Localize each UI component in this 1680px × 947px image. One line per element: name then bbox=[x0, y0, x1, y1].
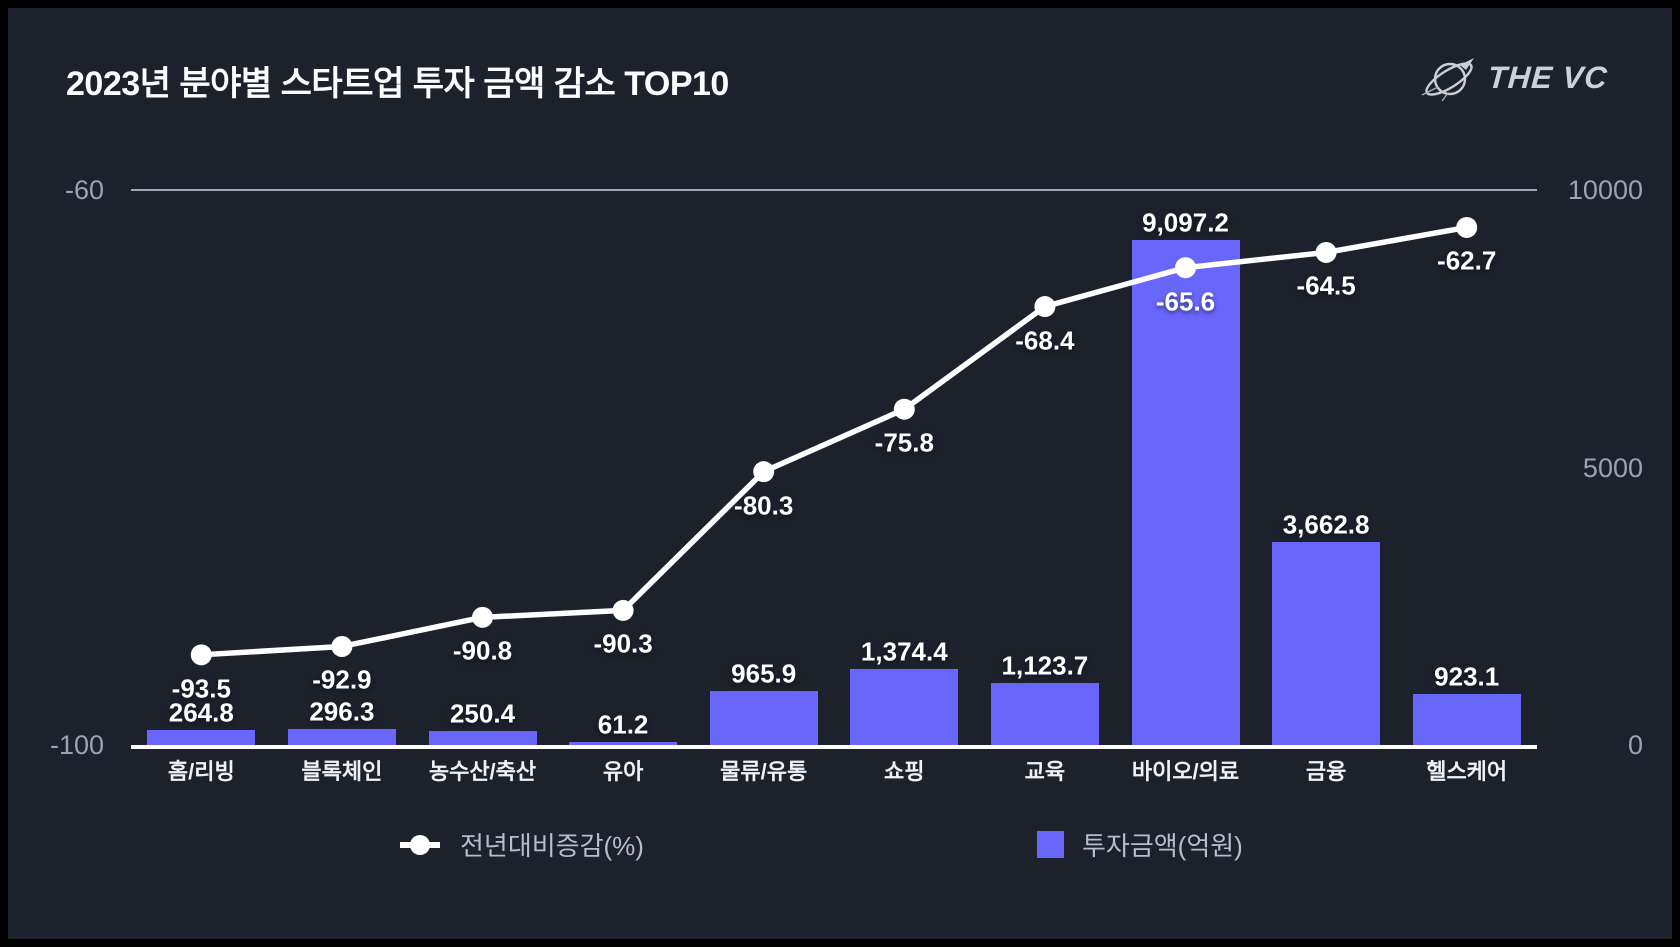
category-label-3: 유아 bbox=[602, 759, 644, 784]
line-point-1 bbox=[331, 635, 353, 657]
bar-3 bbox=[569, 741, 678, 745]
legend-item-bar: 투자금액(억원) bbox=[1037, 826, 1243, 863]
amt-label-4: 965.9 bbox=[731, 658, 797, 689]
line-point-3 bbox=[612, 599, 634, 621]
legend-item-line: 전년대비증감(%) bbox=[398, 826, 644, 863]
thevc-logo: THE VC bbox=[1420, 50, 1609, 106]
category-label-1: 블록체인 bbox=[301, 759, 383, 784]
category-label-4: 물류/유통 bbox=[720, 759, 808, 784]
right-axis-tick-1: 5000 bbox=[1582, 452, 1643, 483]
left-axis-tick-0: -60 bbox=[64, 175, 104, 205]
category-label-2: 농수산/축산 bbox=[428, 759, 537, 784]
pct-label-9: -62.7 bbox=[1437, 245, 1497, 276]
pct-label-4: -80.3 bbox=[734, 490, 794, 521]
pct-label-5: -75.8 bbox=[874, 427, 934, 458]
line-point-9 bbox=[1456, 216, 1478, 238]
amt-label-0: 264.8 bbox=[168, 697, 234, 728]
bar-0 bbox=[147, 730, 256, 745]
line-point-8 bbox=[1315, 241, 1337, 263]
amt-label-7: 9,097.2 bbox=[1142, 207, 1229, 238]
amt-label-2: 250.4 bbox=[449, 698, 516, 729]
x-axis-line bbox=[131, 745, 1537, 749]
pct-label-7: -65.6 bbox=[1155, 286, 1216, 317]
left-axis-tick-1: -100 bbox=[49, 730, 104, 760]
bar-series-legend-swatch bbox=[1037, 831, 1064, 858]
bar-9 bbox=[1412, 693, 1521, 745]
category-label-6: 교육 bbox=[1024, 759, 1066, 784]
pct-label-2: -90.8 bbox=[452, 635, 513, 666]
amt-label-5: 1,374.4 bbox=[860, 636, 948, 667]
bar-6 bbox=[990, 682, 1099, 745]
bar-1 bbox=[287, 728, 396, 745]
amt-label-3: 61.2 bbox=[597, 709, 649, 740]
bar-5 bbox=[850, 668, 959, 745]
amt-label-1: 296.3 bbox=[309, 696, 375, 727]
category-label-7: 바이오/의료 bbox=[1131, 759, 1240, 784]
line-point-0 bbox=[190, 644, 212, 666]
bar-2 bbox=[428, 731, 537, 745]
right-axis-tick-0: 10000 bbox=[1567, 175, 1643, 205]
page-title: 2023년 분야별 스타트업 투자 금액 감소 TOP10 bbox=[66, 65, 729, 103]
line-point-5 bbox=[893, 398, 915, 420]
pct-label-0: -93.5 bbox=[171, 673, 231, 704]
bar-8 bbox=[1272, 541, 1381, 745]
right-axis-tick-2: 0 bbox=[1627, 730, 1643, 760]
amt-label-8: 3,662.8 bbox=[1282, 509, 1370, 540]
amt-label-9: 923.1 bbox=[1434, 661, 1500, 692]
pct-label-1: -92.9 bbox=[312, 664, 372, 695]
pct-label-8: -64.5 bbox=[1296, 270, 1356, 301]
line-series-legend-icon bbox=[400, 834, 440, 855]
pct-label-3: -90.3 bbox=[593, 628, 653, 659]
thevc-logo-orbit-icon bbox=[1421, 58, 1474, 102]
legend-line-label: 전년대비증감(%) bbox=[460, 831, 644, 861]
category-label-8: 금융 bbox=[1305, 759, 1347, 784]
logo-spike bbox=[1460, 58, 1474, 70]
category-label-5: 쇼핑 bbox=[884, 759, 925, 784]
category-label-9: 헬스케어 bbox=[1426, 759, 1508, 784]
bar-4 bbox=[709, 691, 818, 745]
line-point-2 bbox=[472, 606, 493, 628]
gridline-top bbox=[131, 189, 1537, 191]
line-point-4 bbox=[753, 461, 775, 483]
category-label-0: 홈/리빙 bbox=[167, 759, 235, 784]
amt-label-6: 1,123.7 bbox=[1001, 650, 1089, 681]
line-point-6 bbox=[1034, 296, 1056, 318]
pct-label-6: -68.4 bbox=[1015, 325, 1075, 356]
legend-bar-label: 투자금액(억원) bbox=[1082, 831, 1243, 861]
